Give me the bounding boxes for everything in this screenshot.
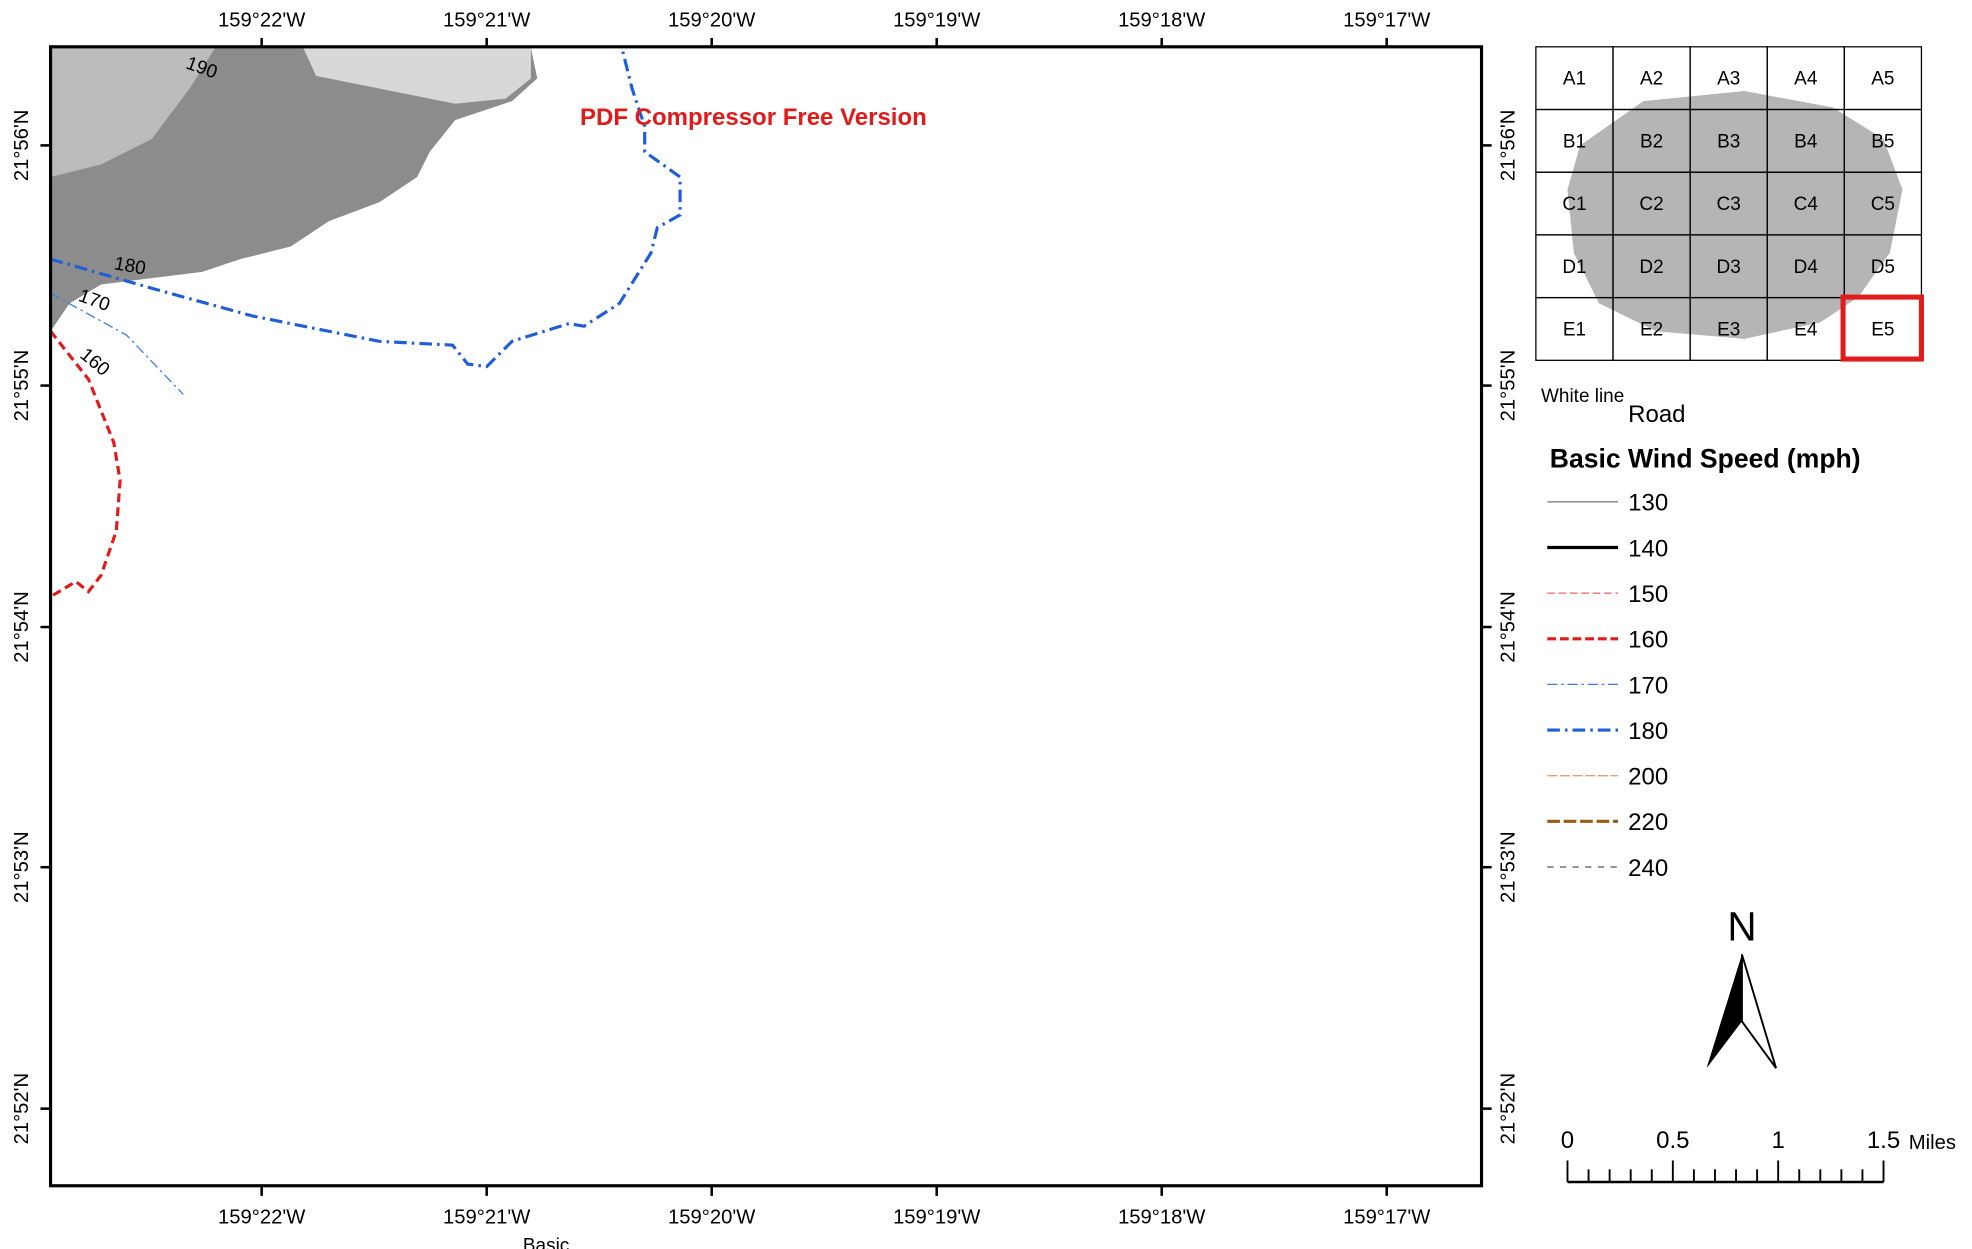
lon-label: 159°21'W <box>443 10 531 32</box>
grid-cell-label: B1 <box>1563 131 1586 152</box>
map: A1 A2 A3 A4 A5 B1 B2 B3 B4 B5 C1 C2 C3 C4 C5 D1 D2 D3 D4 D5… <box>0 0 1972 1249</box>
lat-label: 21°55'N <box>1497 350 1519 422</box>
grid-cell-label: C3 <box>1717 194 1741 215</box>
legend-label: 170 <box>1628 672 1668 699</box>
grid-cell-label: B2 <box>1640 131 1663 152</box>
grid-cell-label: E1 <box>1563 320 1586 341</box>
grid-cell-label: C2 <box>1639 194 1663 215</box>
scale-bar: 0 0.5 1 1.5 Miles <box>1561 1127 1956 1182</box>
legend-label: 240 <box>1628 855 1668 882</box>
legend-title: Basic Wind Speed (mph) <box>1550 444 1861 474</box>
lat-label: 21°52'N <box>11 1073 33 1145</box>
grid-cell-label: D1 <box>1562 257 1586 278</box>
north-arrow-right <box>1742 954 1776 1068</box>
grid-cell-label: B4 <box>1794 131 1817 152</box>
contour-170 <box>51 293 184 394</box>
lat-label: 21°52'N <box>1497 1073 1519 1145</box>
index-grid: A1 A2 A3 A4 A5 B1 B2 B3 B4 B5 C1 C2 C3 C4 C5 D1 D2 D3 D4 D5… <box>1536 47 1922 360</box>
lat-label: 21°54'N <box>11 591 33 663</box>
lat-label: 21°53'N <box>11 831 33 903</box>
contour-label: 160 <box>76 344 114 380</box>
grid-cell-label: E2 <box>1640 320 1663 341</box>
lon-label: 159°19'W <box>893 10 981 32</box>
lon-label: 159°21'W <box>443 1207 531 1229</box>
caption: Basic <box>523 1235 569 1249</box>
page: A1 A2 A3 A4 A5 B1 B2 B3 B4 B5 C1 C2 C3 C4 C5 D1 D2 D3 D4 D5… <box>0 0 1972 1249</box>
north-label: N <box>1727 904 1756 950</box>
grid-cell-label: B3 <box>1717 131 1740 152</box>
grid-cell-label: C1 <box>1562 194 1586 215</box>
legend-label: 150 <box>1628 581 1668 608</box>
grid-cell-label: C5 <box>1871 194 1895 215</box>
grid-cell-label: E4 <box>1794 320 1817 341</box>
legend-label: 130 <box>1628 490 1668 517</box>
lon-label: 159°22'W <box>218 1207 306 1229</box>
legend-label: 160 <box>1628 627 1668 654</box>
scale-label: 1.5 <box>1867 1127 1900 1154</box>
lon-label: 159°17'W <box>1343 1207 1431 1229</box>
contour-label: 170 <box>76 286 113 317</box>
lon-label: 159°19'W <box>893 1207 981 1229</box>
legend-road-label: Road <box>1628 401 1685 428</box>
lat-label: 21°56'N <box>1497 110 1519 182</box>
lon-label: 159°18'W <box>1118 1207 1206 1229</box>
north-arrow-left <box>1707 954 1742 1068</box>
legend-label: 180 <box>1628 718 1668 745</box>
legend-label: 200 <box>1628 764 1668 791</box>
lat-label: 21°53'N <box>1497 831 1519 903</box>
legend-label: 140 <box>1628 535 1668 562</box>
grid-cell-label: E3 <box>1717 320 1740 341</box>
grid-cell-label: C4 <box>1794 194 1818 215</box>
lon-label: 159°22'W <box>218 10 306 32</box>
lon-label: 159°20'W <box>668 1207 756 1229</box>
legend-label: 220 <box>1628 809 1668 836</box>
scale-label: 0 <box>1561 1127 1574 1154</box>
scale-label: 1 <box>1771 1127 1784 1154</box>
grid-cell-label: D5 <box>1871 257 1895 278</box>
grid-cell-label: A4 <box>1794 69 1817 90</box>
grid-cell-label: B5 <box>1871 131 1894 152</box>
scale-unit: Miles <box>1909 1132 1956 1154</box>
lon-label: 159°20'W <box>668 10 756 32</box>
lon-label: 159°18'W <box>1118 10 1206 32</box>
grid-cell-label: E5 <box>1871 320 1894 341</box>
lat-label: 21°54'N <box>1497 591 1519 663</box>
watermark: PDF Compressor Free Version <box>580 104 927 131</box>
grid-cell-label: A2 <box>1640 69 1663 90</box>
contour-160 <box>51 331 121 596</box>
grid-cell-label: D3 <box>1717 257 1741 278</box>
lat-label: 21°56'N <box>11 110 33 182</box>
legend-road-symbol: White line <box>1541 386 1624 407</box>
grid-cell-label: D4 <box>1794 257 1818 278</box>
grid-cell-label: D2 <box>1639 257 1663 278</box>
grid-cell-label: A1 <box>1563 69 1586 90</box>
lat-label: 21°55'N <box>11 350 33 422</box>
grid-cell-label: A5 <box>1871 69 1894 90</box>
grid-cell-label: A3 <box>1717 69 1740 90</box>
scale-label: 0.5 <box>1656 1127 1689 1154</box>
lon-label: 159°17'W <box>1343 10 1431 32</box>
